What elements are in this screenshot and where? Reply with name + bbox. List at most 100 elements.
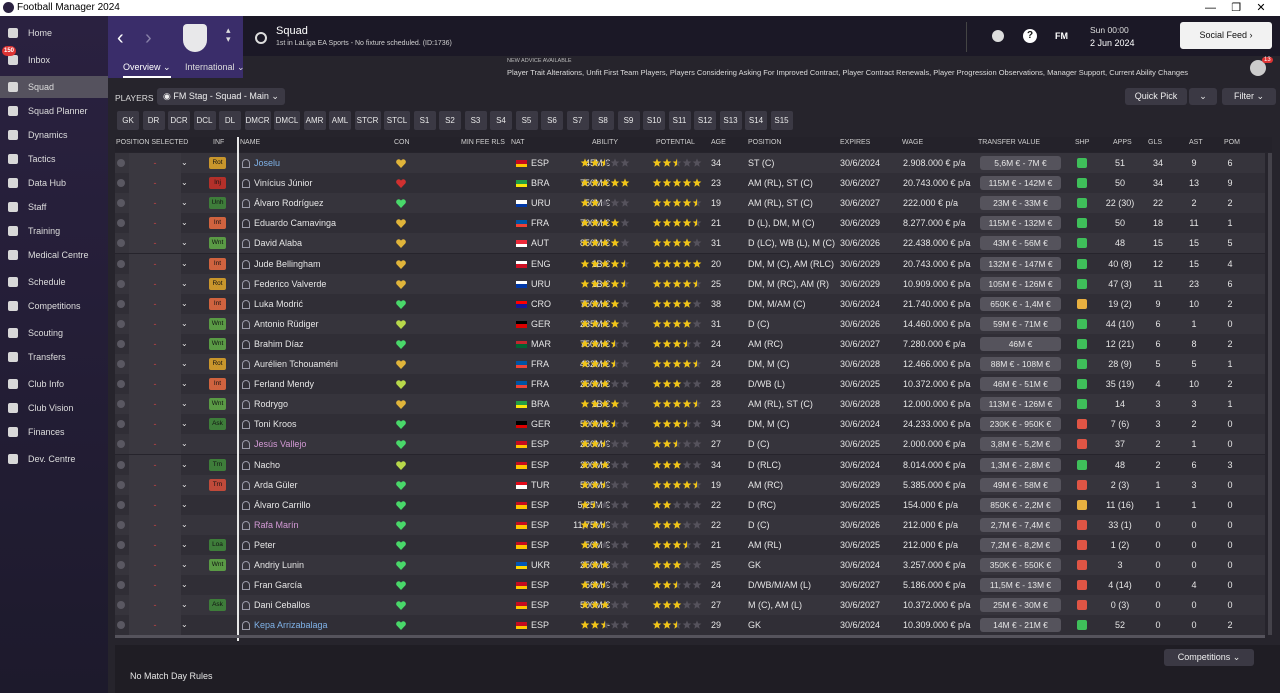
quick-pick[interactable]: Quick Pick [1125, 88, 1187, 105]
position-dropdown[interactable]: ⌄ [181, 419, 188, 429]
sidebar-item[interactable]: Schedule [0, 271, 108, 293]
column-header[interactable]: TRANSFER VALUE [978, 139, 1041, 146]
search-icon[interactable] [255, 32, 267, 44]
social-feed-button[interactable]: Social Feed › [1180, 22, 1272, 49]
column-header[interactable]: EXPIRES [840, 139, 871, 146]
column-header[interactable]: POSITION SELECTED [116, 139, 189, 146]
player-name[interactable]: Kepa Arrizabalaga [254, 620, 328, 631]
position-dropdown[interactable]: ⌄ [181, 218, 188, 228]
transfer-value[interactable]: 850K € - 2,2M € [980, 497, 1061, 512]
position-button[interactable]: S6 [541, 111, 563, 130]
advice-text[interactable]: Player Trait Alterations, Unfit First Te… [507, 68, 1188, 77]
player-name[interactable]: Jude Bellingham [254, 258, 321, 269]
position-button[interactable]: S9 [617, 111, 640, 130]
position-dropdown[interactable]: ⌄ [181, 600, 188, 610]
transfer-value[interactable]: 5,6M € - 7M € [980, 156, 1061, 170]
transfer-value[interactable]: 230K € - 950K € [980, 417, 1061, 432]
sidebar-item[interactable]: Scouting [0, 322, 108, 344]
position-button[interactable]: DL [219, 111, 241, 130]
transfer-value[interactable]: 3,8M € - 5,2M € [980, 437, 1061, 452]
position-button[interactable]: S3 [464, 111, 487, 130]
player-row[interactable]: - ⌄ Rafa Marín 11,75M € ESP 22 D (C) 30/6/2026 2… [115, 514, 1265, 535]
transfer-value[interactable]: 25M € - 30M € [980, 598, 1061, 613]
transfer-value[interactable]: 105M € - 126M € [980, 276, 1061, 291]
position-button[interactable]: S8 [592, 111, 614, 130]
player-name[interactable]: Nacho [254, 459, 281, 470]
back-button[interactable]: ‹ [117, 27, 124, 49]
player-name[interactable]: Andriy Lunin [254, 560, 305, 570]
player-name[interactable]: Eduardo Camavinga [254, 218, 337, 229]
club-switch[interactable]: ▴ ▾ [226, 25, 231, 44]
transfer-value[interactable]: 132M € - 147M € [980, 256, 1061, 271]
filter-button[interactable]: Filter ⌄ [1222, 88, 1276, 105]
sidebar-item[interactable]: Club Info [0, 373, 108, 395]
position-dropdown[interactable]: ⌄ [181, 439, 188, 449]
position-dropdown[interactable]: ⌄ [181, 379, 188, 389]
sidebar-item[interactable]: Transfers [0, 346, 108, 368]
transfer-value[interactable]: 115M € - 132M € [980, 216, 1061, 231]
player-name[interactable]: Luka Modrić [254, 298, 304, 309]
transfer-value[interactable]: 46M € - 51M € [980, 377, 1061, 392]
position-button[interactable]: S1 [413, 111, 436, 130]
column-header[interactable]: ABILITY [592, 139, 619, 146]
player-name[interactable]: Rodrygo [254, 399, 289, 410]
position-dropdown[interactable]: ⌄ [181, 258, 188, 268]
column-header[interactable]: MIN FEE RLS [461, 139, 505, 146]
sidebar-item[interactable]: Dev. Centre [0, 448, 108, 470]
player-name[interactable]: Joselu [254, 158, 281, 168]
help-icon[interactable]: ? [1023, 29, 1037, 43]
sidebar-item[interactable]: Medical Centre [0, 244, 108, 266]
transfer-value[interactable]: 115M € - 142M € [980, 176, 1061, 191]
column-header[interactable]: POTENTIAL [656, 139, 695, 146]
sidebar-item[interactable]: Competitions [0, 295, 108, 317]
sidebar-item[interactable]: Data Hub [0, 172, 108, 194]
player-row[interactable]: - ⌄ Rot Federico Valverde 1B € URU 25 DM, M (RC… [115, 273, 1265, 294]
sidebar-item[interactable]: Club Vision [0, 397, 108, 419]
transfer-value[interactable]: 11,5M € - 13M € [980, 578, 1061, 593]
position-button[interactable]: S4 [490, 111, 512, 130]
sidebar-item[interactable]: Squad Planner [0, 100, 108, 122]
club-crest[interactable] [183, 24, 207, 52]
position-dropdown[interactable]: ⌄ [181, 238, 188, 248]
position-button[interactable]: DMCR [244, 111, 271, 130]
position-button[interactable]: DCR [168, 111, 190, 130]
transfer-value[interactable]: 43M € - 56M € [980, 236, 1061, 251]
transfer-value[interactable]: 23M € - 33M € [980, 196, 1061, 211]
position-button[interactable]: DCL [193, 111, 216, 130]
position-dropdown[interactable]: ⌄ [181, 499, 188, 509]
sidebar-item[interactable]: Training [0, 220, 108, 242]
position-dropdown[interactable]: ⌄ [181, 620, 188, 630]
position-button[interactable]: AMR [303, 111, 326, 130]
column-header[interactable]: INF [213, 139, 225, 146]
position-button[interactable]: DMCL [274, 111, 300, 130]
column-header[interactable]: POM [1224, 139, 1240, 146]
player-name[interactable]: Brahim Díaz [254, 338, 304, 349]
transfer-value[interactable]: 350K € - 550K € [980, 558, 1061, 572]
position-dropdown[interactable]: ⌄ [181, 479, 188, 489]
advice-icon[interactable] [1250, 60, 1266, 76]
sidebar-item[interactable]: Tactics [0, 148, 108, 170]
forward-button[interactable]: › [145, 27, 152, 49]
position-dropdown[interactable]: ⌄ [181, 459, 188, 469]
transfer-value[interactable]: 14M € - 21M € [980, 618, 1061, 633]
player-name[interactable]: Peter [254, 539, 276, 550]
position-button[interactable]: S5 [515, 111, 538, 130]
player-name[interactable]: Álvaro Carrillo [254, 499, 311, 510]
sidebar-item[interactable]: Dynamics [0, 124, 108, 146]
position-button[interactable]: GK [117, 111, 139, 130]
column-header[interactable]: CON [394, 139, 410, 146]
transfer-value[interactable]: 59M € - 71M € [980, 316, 1061, 331]
player-row[interactable]: - ⌄ Int Jude Bellingham 1B € ENG 20 DM, M (C), … [115, 253, 1265, 274]
position-button[interactable]: S11 [668, 111, 691, 130]
